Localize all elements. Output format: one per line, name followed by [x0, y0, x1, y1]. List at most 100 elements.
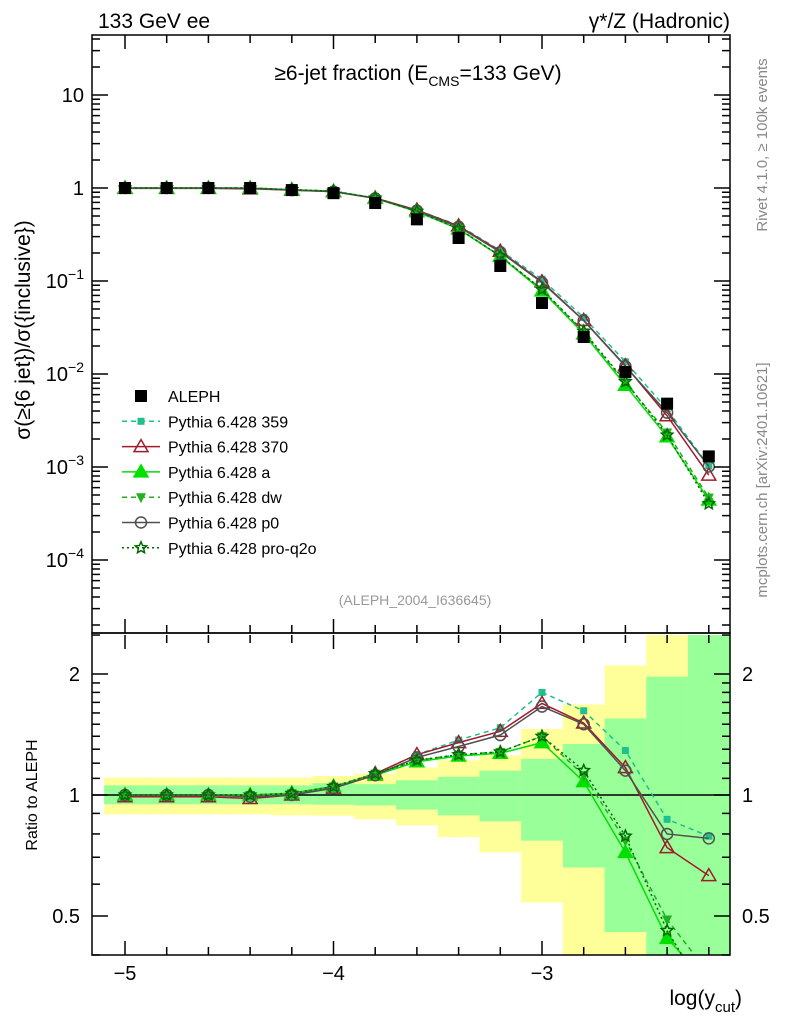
ratio-point-pro-q2o	[617, 828, 633, 843]
ratio-tick-label-left: 1	[69, 785, 80, 807]
ratio-tick-label-right: 0.5	[742, 906, 770, 928]
legend-entry: Pythia 6.428 dw	[122, 490, 282, 507]
y-tick-label: 10−1	[46, 266, 84, 293]
ratio-tick-label-left: 2	[69, 664, 80, 686]
legend-label: Pythia 6.428 p0	[168, 516, 279, 533]
data-point-pro-q2o	[534, 281, 550, 296]
ratio-point-pro-q2o	[159, 787, 175, 802]
x-axis-label: log(ycut)	[669, 987, 742, 1016]
ratio-point-p0	[702, 832, 716, 845]
header-right: γ*/Z (Hadronic)	[589, 10, 730, 33]
ratio-point-p0	[494, 728, 507, 742]
chart-title: ≥6-jet fraction (ECMS=133 GeV)	[274, 62, 561, 89]
ratio-point-p0	[327, 781, 340, 795]
main-plot-marks	[116, 179, 718, 511]
legend-marker	[133, 539, 149, 555]
data-point-pro-q2o	[451, 220, 467, 235]
ratio-frame	[91, 632, 731, 956]
ratio-point-pro-q2o	[576, 762, 592, 778]
legend-label: Pythia 6.428 a	[168, 465, 270, 482]
band-stat-bin	[437, 776, 480, 816]
data-point-aleph	[494, 259, 507, 272]
legend-entry: ALEPH	[135, 389, 220, 406]
ratio-point-p0	[535, 700, 549, 713]
data-point-aleph	[452, 231, 465, 244]
ratio-point-pro-q2o	[326, 778, 341, 793]
data-point-aleph	[369, 196, 382, 209]
ratio-tick-label-right: 1	[742, 785, 753, 807]
legend-marker	[135, 390, 147, 402]
rivet-version-label: Rivet 4.1.0, ≥ 100k events	[754, 58, 771, 231]
data-point-359	[538, 275, 546, 283]
y-tick-label: 10−2	[46, 359, 84, 386]
y-axis-label: σ(≥{6 jet})/σ({inclusive})	[12, 220, 35, 440]
ratio-point-359	[455, 736, 463, 744]
data-point-pro-q2o	[659, 427, 675, 442]
data-point-359	[580, 314, 588, 322]
band-stat-bin	[687, 635, 730, 955]
ratio-point-pro-q2o	[451, 746, 467, 761]
ratio-plot-marks	[116, 688, 718, 979]
legend-marker	[134, 516, 148, 529]
ratio-line-p0	[125, 705, 709, 840]
legend-label: ALEPH	[168, 389, 220, 406]
data-point-aleph	[661, 397, 674, 410]
ratio-point-p0	[452, 740, 465, 753]
legend-entry: Pythia 6.428 p0	[122, 516, 279, 533]
ratio-point-p0	[577, 717, 590, 731]
ratio-point-pro-q2o	[284, 785, 300, 800]
legend-marker	[137, 417, 145, 425]
legend-label: Pythia 6.428 370	[168, 440, 288, 457]
ratio-point-pro-q2o	[409, 752, 425, 767]
data-point-aleph	[619, 366, 632, 379]
ratio-point-359	[496, 724, 504, 732]
data-point-aleph	[202, 182, 215, 194]
data-point-aleph	[285, 184, 298, 197]
y-tick-label: 10−3	[46, 452, 84, 479]
ratio-point-dw	[662, 915, 673, 926]
legend-label: Pythia 6.428 dw	[168, 490, 282, 507]
ratio-point-370	[658, 839, 676, 854]
ratio-point-dw	[704, 969, 714, 979]
legend: ALEPH Pythia 6.428 359 Pythia 6.428 370 Pyt…	[122, 389, 317, 558]
ratio-point-pro-q2o	[200, 787, 216, 802]
x-tick-label: −3	[531, 963, 554, 985]
axis-ticks: −5 −4 −3 10 1 10−1 10−2 10−3 10−4 2 2 1 1 0.5 0.5	[46, 35, 770, 985]
legend-marker	[136, 493, 146, 504]
legend-entry: Pythia 6.428 370	[122, 438, 288, 457]
legend-entry: Pythia 6.428 359	[122, 414, 288, 431]
series-line-370	[125, 187, 710, 476]
legend-label: Pythia 6.428 pro-q2o	[168, 541, 317, 558]
header-left: 133 GeV ee	[98, 10, 210, 33]
ratio-point-359	[705, 832, 713, 840]
analysis-label: (ALEPH_2004_I636645)	[339, 592, 492, 608]
ratio-bands	[104, 635, 730, 955]
ratio-point-pro-q2o	[659, 922, 675, 937]
ratio-point-pro-q2o	[492, 744, 508, 759]
data-point-aleph	[702, 450, 715, 463]
data-point-p0	[494, 245, 507, 259]
data-point-aleph	[410, 213, 423, 226]
data-point-aleph	[119, 182, 131, 194]
ratio-y-axis-label: Ratio to ALEPH	[24, 739, 41, 850]
ratio-point-p0	[243, 790, 257, 804]
data-point-pro-q2o	[701, 495, 717, 511]
y-tick-label: 10−4	[46, 545, 84, 572]
data-point-370	[658, 407, 676, 422]
y-tick-label: 10	[62, 85, 84, 107]
legend-label: Pythia 6.428 359	[168, 414, 288, 431]
data-point-p0	[535, 276, 549, 289]
legend-entry: Pythia 6.428 pro-q2o	[122, 539, 317, 558]
ratio-point-359	[580, 707, 588, 715]
x-tick-label: −4	[322, 963, 345, 985]
data-point-aleph	[536, 297, 548, 310]
ratio-point-p0	[660, 827, 674, 841]
ratio-point-p0	[285, 788, 299, 802]
data-point-aleph	[327, 187, 340, 200]
band-stat-bin	[521, 758, 563, 841]
legend-marker	[132, 438, 150, 453]
data-point-370	[700, 466, 718, 481]
ratio-line-pro-q2o	[125, 735, 683, 955]
ratio-point-a	[617, 843, 634, 859]
